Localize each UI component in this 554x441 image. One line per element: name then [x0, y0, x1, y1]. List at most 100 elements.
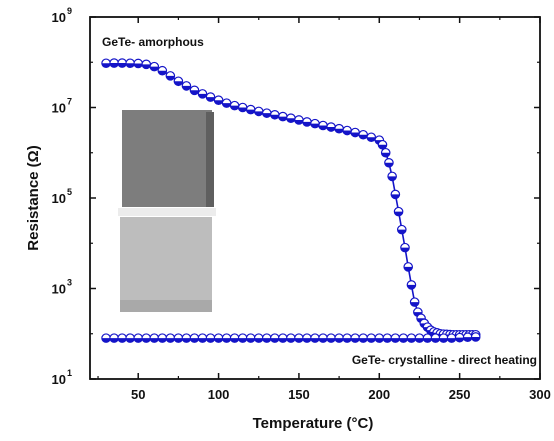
data-point-marker-fill: [381, 152, 390, 157]
data-point-marker-fill: [190, 338, 199, 343]
y-tick-base: 10: [52, 101, 66, 116]
data-point-marker-fill: [230, 338, 239, 343]
data-point: [197, 333, 208, 343]
data-point-marker-fill: [125, 338, 135, 343]
data-point: [294, 115, 304, 125]
data-point: [430, 333, 441, 343]
data-point: [229, 333, 240, 343]
data-point-marker-fill: [198, 93, 207, 99]
data-point: [409, 297, 420, 307]
x-axis-label: Temperature (°C): [253, 415, 374, 432]
y-tick-exponent: 9: [67, 6, 72, 16]
data-point: [358, 129, 369, 140]
data-point: [406, 333, 417, 343]
amorphous-sample-photo: [122, 110, 212, 207]
data-point-marker-fill: [415, 338, 424, 343]
data-point-marker-fill: [142, 64, 151, 69]
x-tick-label: 100: [208, 387, 230, 402]
data-point-marker-fill: [334, 338, 344, 343]
data-point: [366, 132, 377, 143]
data-point: [173, 76, 184, 87]
data-point-marker-fill: [278, 116, 288, 121]
data-point-marker-fill: [383, 338, 392, 343]
data-point: [462, 332, 473, 342]
data-point: [229, 100, 240, 111]
data-point-marker-fill: [150, 338, 159, 343]
data-point: [101, 58, 111, 69]
data-point: [342, 125, 352, 136]
data-point: [350, 127, 360, 138]
data-point: [261, 333, 272, 343]
y-axis-label: Resistance (Ω): [25, 145, 42, 250]
data-point-marker-fill: [150, 66, 159, 71]
data-point-marker-fill: [270, 338, 280, 343]
data-point-marker-fill: [125, 63, 135, 68]
data-point-marker-fill: [206, 338, 215, 343]
data-point: [165, 333, 176, 343]
data-point-marker-fill: [471, 336, 480, 342]
data-point-marker-fill: [101, 63, 111, 68]
data-point: [173, 333, 184, 343]
data-point-marker-fill: [254, 338, 263, 343]
x-tick-label: 50: [131, 387, 145, 402]
data-point: [189, 333, 200, 343]
data-point-marker-fill: [294, 338, 304, 343]
data-point-marker-fill: [214, 100, 223, 105]
data-point: [117, 58, 127, 68]
data-point: [380, 147, 391, 158]
data-point: [181, 81, 192, 91]
data-point-marker-fill: [174, 338, 183, 343]
data-point: [245, 104, 256, 115]
data-point-marker-fill: [455, 337, 464, 342]
data-point-marker-fill: [246, 338, 255, 343]
data-point: [237, 333, 248, 343]
data-point: [181, 333, 192, 343]
data-point-marker-fill: [230, 105, 239, 110]
data-point-marker-fill: [326, 127, 336, 132]
inset-sample-photos: [118, 110, 216, 312]
data-point-marker-fill: [109, 63, 119, 68]
data-point-marker-fill: [318, 125, 328, 130]
data-point: [213, 95, 224, 105]
y-tick-exponent: 3: [67, 278, 72, 288]
data-point-marker-fill: [387, 176, 397, 181]
data-point: [189, 85, 200, 96]
data-point-marker-fill: [407, 284, 416, 290]
crystalline-sample-photo-edge: [120, 300, 212, 312]
data-point-marker-fill: [158, 338, 167, 343]
data-point-marker-fill: [350, 132, 360, 137]
data-point-marker-fill: [342, 130, 352, 135]
data-point-marker-fill: [342, 338, 352, 343]
data-point-marker-fill: [367, 137, 376, 142]
x-tick-label: 200: [368, 387, 390, 402]
crystalline-sample-photo: [120, 217, 212, 312]
data-point: [400, 242, 410, 253]
data-point-marker-fill: [174, 81, 183, 86]
data-point-marker-fill: [359, 134, 368, 139]
data-point: [302, 117, 312, 127]
data-point: [245, 333, 256, 343]
data-point-marker-fill: [350, 338, 360, 343]
data-point: [358, 333, 369, 343]
x-tick-label: 300: [529, 387, 551, 402]
data-point-marker-fill: [302, 121, 312, 127]
data-point: [454, 332, 465, 343]
y-tick-base: 10: [52, 10, 66, 25]
data-point-marker-fill: [310, 123, 320, 128]
data-point-marker-fill: [399, 338, 408, 343]
data-point: [270, 109, 280, 120]
data-point-marker-fill: [158, 70, 167, 75]
data-point-marker-fill: [447, 338, 456, 343]
data-point: [221, 98, 232, 108]
data-point-marker-fill: [286, 118, 296, 123]
y-tick-exponent: 5: [67, 187, 72, 197]
y-tick-base: 10: [52, 282, 66, 297]
data-point-marker-fill: [101, 338, 111, 343]
data-point: [334, 333, 344, 343]
data-point-marker-fill: [286, 338, 296, 343]
data-point: [294, 333, 304, 343]
data-point: [125, 333, 135, 343]
data-point: [133, 333, 144, 343]
y-tick-base: 10: [52, 191, 66, 206]
